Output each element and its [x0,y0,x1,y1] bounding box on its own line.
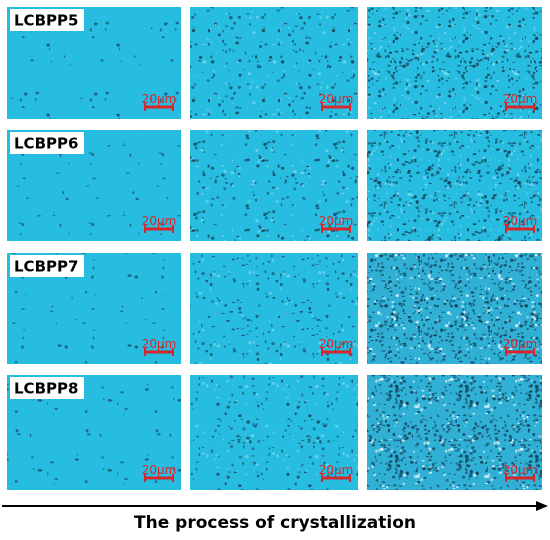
micrograph [190,130,358,241]
scale-bar-label: 20μm [142,92,177,106]
scale-bar-label: 20μm [319,463,354,477]
scale-bar-label: 20μm [142,214,177,228]
row-label: LCBPP7 [14,258,78,276]
micrograph [367,375,542,490]
label-box [10,132,84,154]
scale-bar-label: 20μm [142,337,177,351]
scale-bar-label: 20μm [319,337,354,351]
scale-bar-label: 20μm [142,463,177,477]
row-label: LCBPP5 [14,12,78,30]
micrograph [190,7,358,119]
scale-bar-label: 20μm [319,92,354,106]
micrograph [190,253,358,364]
micrograph [367,253,542,364]
scale-bar-label: 20μm [503,463,538,477]
scale-bar-label: 20μm [503,337,538,351]
caption: The process of crystallization [134,513,416,533]
row-label: LCBPP6 [14,135,78,153]
scale-bar-label: 20μm [503,92,538,106]
label-box [10,377,84,399]
label-box [10,9,84,31]
scale-bar-label: 20μm [319,214,354,228]
micrograph [190,375,358,490]
panel-grid: 20μm 20μm 20μm LCBPP5 20μm 20μm 20μm LCBPP6 20μm… [7,7,542,490]
row-label: LCBPP8 [14,380,78,398]
micrograph [367,130,542,241]
scale-bar-label: 20μm [503,214,538,228]
arrow-head [536,501,548,511]
label-box [10,255,84,277]
micrograph [367,7,542,119]
